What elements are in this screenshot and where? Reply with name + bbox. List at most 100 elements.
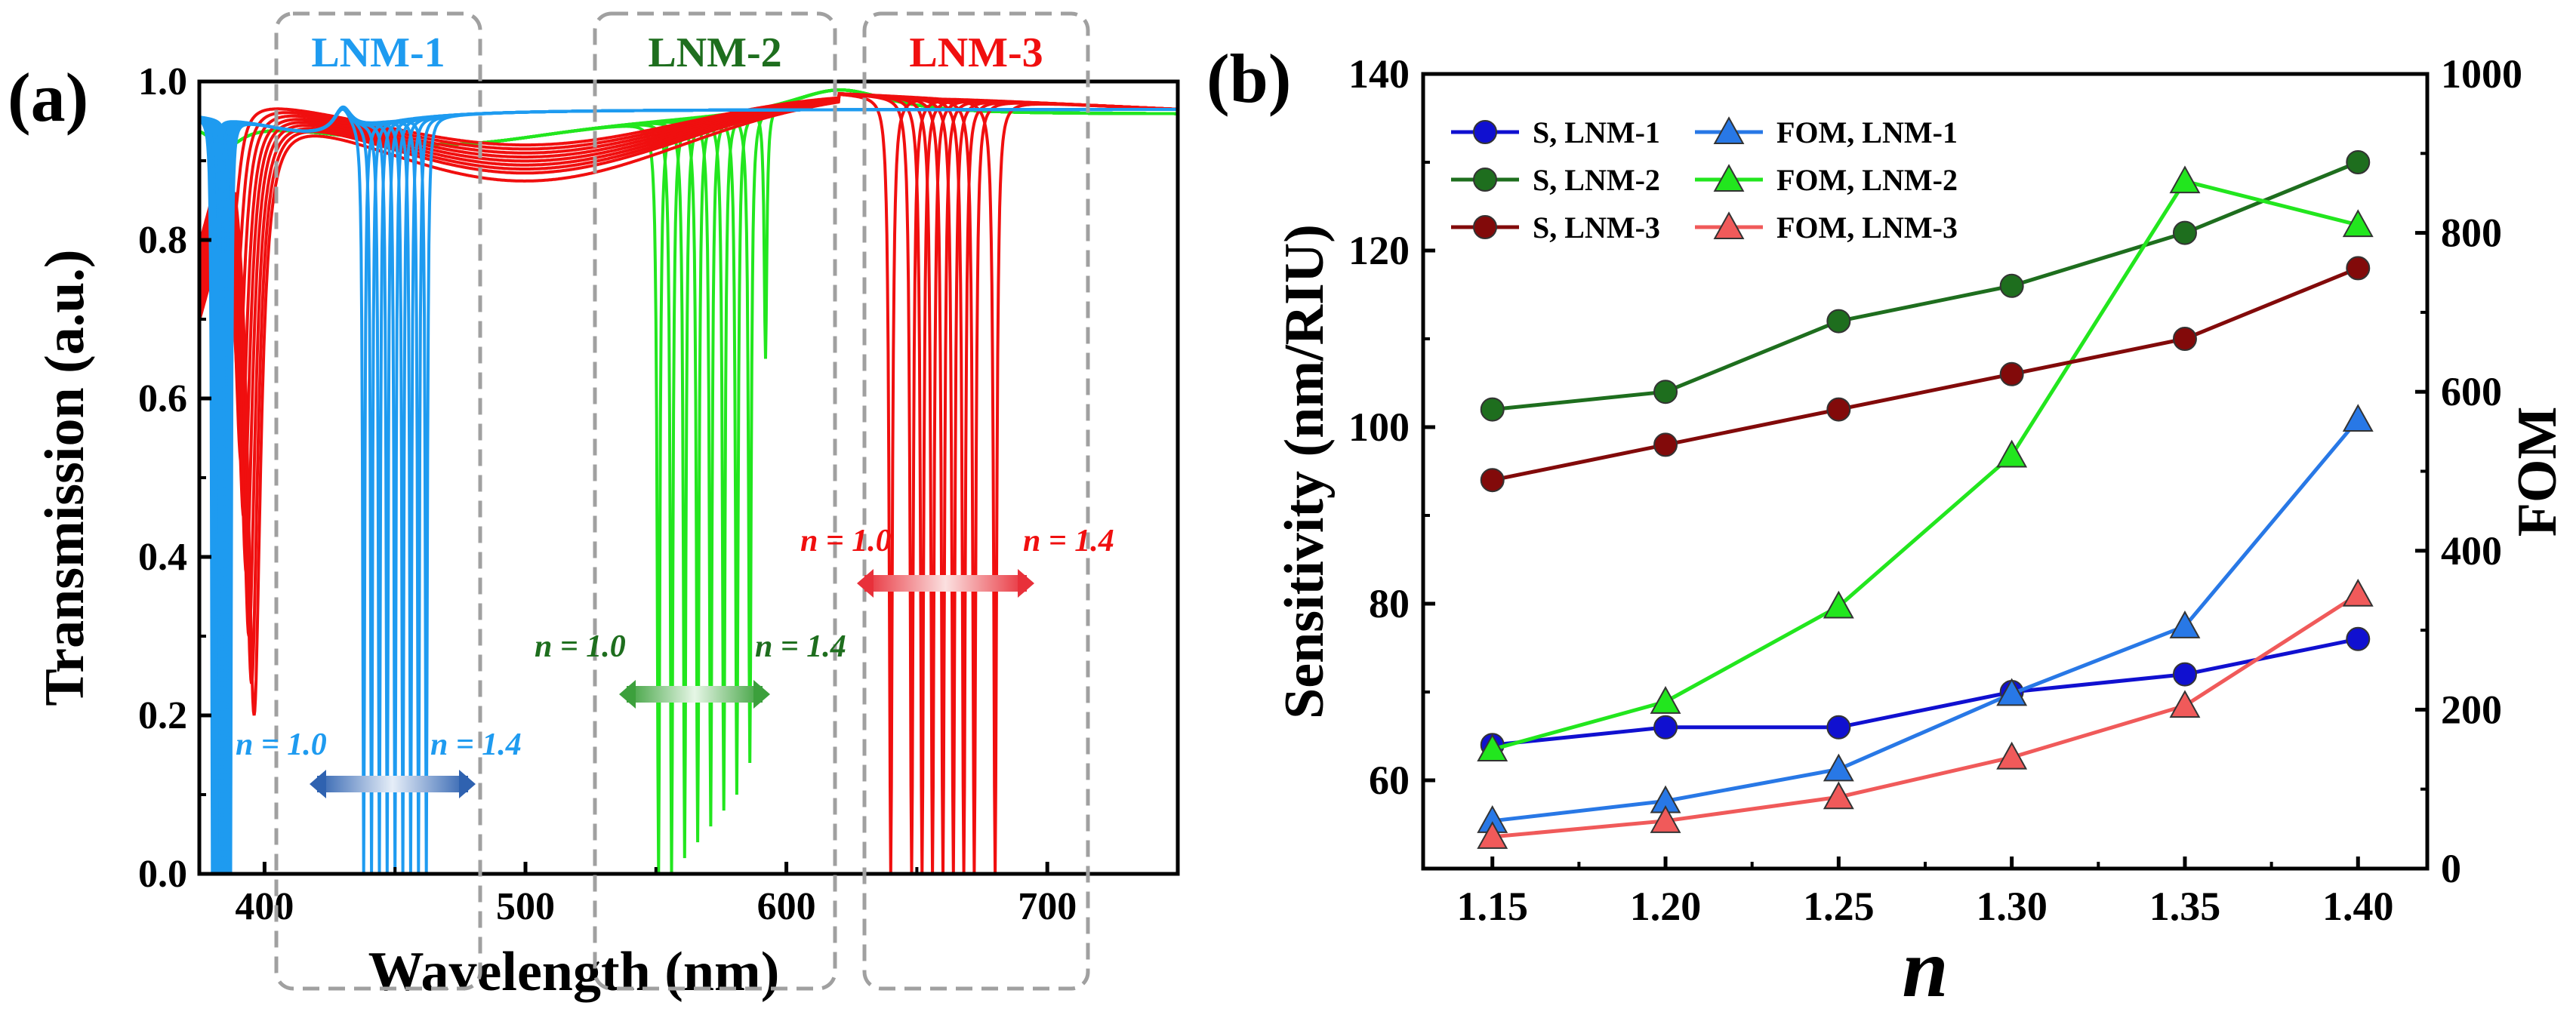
data-point-s-lnm-2 <box>2172 220 2197 245</box>
lnm-2-n-end: n = 1.4 <box>755 629 846 664</box>
y-tick-label-a: 0.4 <box>138 536 187 579</box>
data-point-fom-lnm-2 <box>1996 439 2028 468</box>
data-point-s-lnm-2 <box>1826 309 1851 334</box>
y-tick-label-a: 0.6 <box>138 377 187 420</box>
data-point-fom-lnm-1 <box>1996 678 2028 706</box>
data-point-s-lnm-3 <box>2172 327 2197 351</box>
x-tick-label-b: 1.20 <box>1630 884 1702 929</box>
data-point-s-lnm-2 <box>1999 273 2024 298</box>
data-point-fom-lnm-3 <box>1477 821 1508 849</box>
data-point-s-lnm-1 <box>2172 662 2197 687</box>
series-line-fom-lnm-2 <box>1492 179 2359 752</box>
x-tick-label-b: 1.15 <box>1456 884 1528 929</box>
y-tick-label-a: 0.8 <box>138 219 187 262</box>
lnm-1-shift-annotation: n = 1.0 n = 1.4 <box>236 727 522 798</box>
y-tick-label-b: 80 <box>1369 581 1410 626</box>
y2-tick-label-b: 200 <box>2441 687 2502 732</box>
data-point-fom-lnm-3 <box>2169 690 2201 718</box>
axes-b: 1.15 1.20 1.25 1.30 1.35 1.40 60 80 100 120 140 0 20… <box>1348 51 2522 929</box>
transmission-curve-lnm-2 <box>199 88 1178 859</box>
legend-marker <box>1473 120 1497 144</box>
y2-tick-label-b: 600 <box>2441 369 2502 414</box>
data-point-s-lnm-3 <box>2346 256 2371 281</box>
y-tick-label-a: 0.0 <box>138 853 187 896</box>
legend-marker <box>1473 168 1497 192</box>
y-tick-label-a: 1.0 <box>138 60 187 103</box>
lnm-3-n-start: n = 1.0 <box>800 524 892 558</box>
data-point-s-lnm-3 <box>1826 397 1851 422</box>
transmission-curves <box>199 88 1178 874</box>
legend-label: FOM, LNM-2 <box>1776 163 1958 197</box>
lnm-1-box-label: LNM-1 <box>311 29 445 76</box>
series-line-s-lnm-2 <box>1492 160 2359 412</box>
legend-marker <box>1713 116 1745 144</box>
data-point-s-lnm-3 <box>1653 432 1678 457</box>
data-point-s-lnm-2 <box>1480 397 1505 422</box>
legend-label: S, LNM-1 <box>1533 115 1660 149</box>
x-tick-label-a: 400 <box>235 885 294 928</box>
y-tick-label-a: 0.2 <box>138 694 187 737</box>
series-line-s-lnm-3 <box>1492 266 2359 482</box>
data-point-fom-lnm-3 <box>2342 578 2374 607</box>
legend-b: S, LNM-1 FOM, LNM-1 S, LNM-2 FOM, LNM-2 S, L… <box>1451 115 1958 245</box>
y-tick-label-b: 140 <box>1348 51 1410 97</box>
x-axis-title-a: Wavelength (nm) <box>368 941 780 1003</box>
lnm-2-shift-arrow <box>627 686 763 703</box>
lnm-3-box-label: LNM-3 <box>909 29 1043 76</box>
data-point-fom-lnm-1 <box>1823 753 1854 782</box>
data-point-fom-lnm-2 <box>1477 734 1508 762</box>
lnm-3-box: LNM-3 <box>862 11 1090 991</box>
y2-tick-label-b: 400 <box>2441 528 2502 574</box>
lnm-2-box: LNM-2 <box>593 11 837 991</box>
x-tick-label-a: 500 <box>496 885 555 928</box>
panel-a: (a) 400 500 600 700 0.0 0.2 0.4 0.6 0.8 1.0 Wavel… <box>8 11 1180 1003</box>
lnm-1-shift-arrow <box>317 776 468 792</box>
series-line-s-lnm-1 <box>1492 637 2359 747</box>
lnm-1-n-start: n = 1.0 <box>236 727 327 762</box>
y-tick-label-b: 100 <box>1348 404 1410 450</box>
panel-b-label: (b) <box>1206 40 1291 117</box>
transmission-curve-lnm-3 <box>199 91 1178 874</box>
lnm-1-n-end: n = 1.4 <box>430 727 522 762</box>
legend-marker <box>1713 211 1745 239</box>
data-point-fom-lnm-1 <box>2342 404 2374 432</box>
data-point-s-lnm-1 <box>1826 715 1851 740</box>
series-b <box>1477 150 2374 849</box>
x-tick-label-a: 700 <box>1018 885 1077 928</box>
data-point-s-lnm-2 <box>1653 380 1678 404</box>
lnm-3-shift-annotation: n = 1.0 n = 1.4 <box>800 524 1114 598</box>
lnm-2-arrowheads <box>619 680 770 709</box>
lnm-2-n-start: n = 1.0 <box>535 629 626 664</box>
y2-tick-label-b: 800 <box>2441 211 2502 256</box>
data-point-fom-lnm-1 <box>2169 610 2201 638</box>
x-tick-label-b: 1.25 <box>1803 884 1875 929</box>
y-tick-label-b: 120 <box>1348 228 1410 273</box>
data-point-s-lnm-3 <box>1999 361 2024 386</box>
axes-a: 400 500 600 700 0.0 0.2 0.4 0.6 0.8 1.0 <box>138 60 1179 928</box>
series-line-fom-lnm-3 <box>1492 592 2359 839</box>
data-point-fom-lnm-2 <box>2169 165 2201 194</box>
lnm-1-box: LNM-1 <box>274 11 482 991</box>
lnm-3-shift-arrow <box>864 575 1027 592</box>
data-point-fom-lnm-2 <box>1650 686 1681 714</box>
data-point-fom-lnm-3 <box>1996 741 2028 770</box>
legend-label: FOM, LNM-3 <box>1776 211 1958 245</box>
x-tick-label-b: 1.40 <box>2322 884 2394 929</box>
lnm-2-shift-annotation: n = 1.0 n = 1.4 <box>535 629 846 709</box>
panel-a-label: (a) <box>8 59 88 136</box>
legend-label: S, LNM-2 <box>1533 163 1660 197</box>
y2-axis-title-b: FOM <box>2507 407 2568 537</box>
data-point-s-lnm-3 <box>1480 468 1505 493</box>
y-tick-label-b: 60 <box>1369 758 1410 803</box>
legend-label: S, LNM-3 <box>1533 211 1660 245</box>
transmission-curve-lnm-1 <box>199 105 1178 874</box>
y-axis-title-b: Sensitivity (nm/RIU) <box>1274 224 1336 719</box>
y2-tick-label-b: 0 <box>2441 846 2461 891</box>
legend-label: FOM, LNM-1 <box>1776 115 1958 149</box>
legend-marker <box>1473 215 1497 239</box>
x-tick-label-b: 1.35 <box>2149 884 2221 929</box>
data-point-fom-lnm-3 <box>1823 781 1854 810</box>
series-line-fom-lnm-1 <box>1492 418 2360 823</box>
y2-tick-label-b: 1000 <box>2441 51 2522 97</box>
lnm-1-arrowheads <box>310 770 476 798</box>
